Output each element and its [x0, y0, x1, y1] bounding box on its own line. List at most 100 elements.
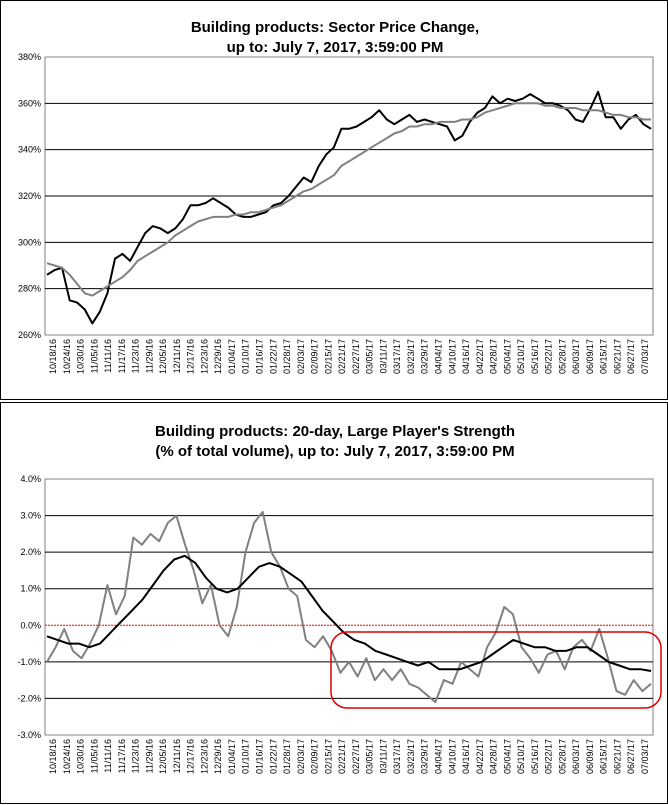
x-tick-label: 05/22/17 [544, 739, 554, 774]
y-tick-label: 300% [18, 237, 41, 247]
x-tick-label: 02/15/17 [323, 339, 333, 374]
x-tick-label: 11/05/16 [89, 339, 99, 373]
x-tick-label: 10/30/16 [76, 339, 86, 374]
y-tick-label: 340% [18, 145, 41, 155]
x-tick-label: 11/29/16 [144, 739, 154, 773]
x-tick-label: 03/23/17 [406, 739, 416, 774]
y-tick-label: 2.0% [20, 547, 41, 557]
series-line-2 [46, 102, 651, 297]
x-tick-label: 10/30/16 [76, 739, 86, 774]
x-tick-label: 03/29/17 [420, 739, 430, 774]
y-tick-label: -3.0% [17, 730, 41, 740]
chart-title: Building products: Sector Price Change, [191, 19, 479, 36]
x-tick-label: 04/28/17 [489, 739, 499, 774]
x-tick-label: 02/15/17 [323, 739, 333, 774]
y-tick-label: 260% [18, 330, 41, 340]
x-tick-label: 03/11/17 [378, 339, 388, 373]
x-tick-label: 04/10/17 [447, 339, 457, 374]
x-tick-label: 05/04/17 [502, 339, 512, 374]
x-tick-label: 11/17/16 [117, 339, 127, 373]
x-tick-label: 01/04/17 [227, 339, 237, 374]
x-tick-label: 06/27/17 [626, 339, 636, 374]
x-tick-label: 03/29/17 [420, 339, 430, 374]
x-tick-label: 04/16/17 [461, 339, 471, 374]
x-tick-label: 05/04/17 [502, 739, 512, 774]
x-tick-label: 06/09/17 [585, 739, 595, 774]
x-tick-label: 07/03/17 [640, 739, 650, 774]
chart-subtitle: (% of total volume), up to: July 7, 2017… [155, 443, 514, 460]
x-tick-label: 04/16/17 [461, 739, 471, 774]
x-tick-label: 01/16/17 [255, 739, 265, 774]
x-tick-label: 04/10/17 [447, 739, 457, 774]
series-line-1 [46, 510, 652, 704]
x-tick-label: 12/23/16 [199, 739, 209, 774]
x-tick-label: 05/22/17 [544, 339, 554, 374]
series-line-1 [46, 90, 652, 325]
series-line-2 [46, 554, 652, 672]
x-tick-label: 02/27/17 [351, 339, 361, 374]
y-tick-label: -2.0% [17, 693, 41, 703]
x-tick-label: 03/23/17 [406, 339, 416, 374]
y-tick-label: 0.0% [20, 620, 41, 630]
x-tick-label: 05/10/17 [516, 339, 526, 374]
x-tick-label: 11/17/16 [117, 739, 127, 773]
x-tick-label: 01/16/17 [255, 339, 265, 374]
x-tick-label: 06/27/17 [626, 739, 636, 774]
x-tick-label: 04/22/17 [475, 339, 485, 374]
x-tick-label: 10/18/16 [48, 339, 58, 374]
x-tick-label: 10/18/16 [48, 739, 58, 774]
x-tick-label: 01/28/17 [282, 739, 292, 774]
x-tick-label: 06/21/17 [613, 339, 623, 374]
x-tick-label: 02/27/17 [351, 739, 361, 774]
x-tick-label: 06/09/17 [585, 339, 595, 374]
chart-panel-strength: Building products: 20-day, Large Player'… [0, 402, 668, 804]
x-tick-label: 12/23/16 [199, 339, 209, 374]
x-tick-label: 12/29/16 [213, 339, 223, 374]
x-tick-label: 04/28/17 [489, 339, 499, 374]
x-tick-label: 04/04/17 [434, 339, 444, 374]
x-tick-label: 12/11/16 [172, 339, 182, 373]
x-tick-label: 01/04/17 [227, 739, 237, 774]
x-tick-label: 10/24/16 [62, 339, 72, 374]
x-tick-label: 06/03/17 [571, 739, 581, 774]
x-tick-label: 11/11/16 [103, 739, 113, 773]
x-tick-label: 03/11/17 [378, 739, 388, 773]
x-tick-label: 07/03/17 [640, 339, 650, 374]
x-tick-label: 06/03/17 [571, 339, 581, 374]
x-tick-label: 05/16/17 [530, 739, 540, 774]
x-tick-label: 12/17/16 [186, 339, 196, 374]
x-tick-label: 05/28/17 [557, 739, 567, 774]
x-tick-label: 03/17/17 [392, 339, 402, 374]
x-tick-label: 03/05/17 [365, 739, 375, 774]
x-tick-label: 03/05/17 [365, 339, 375, 374]
x-tick-label: 04/04/17 [434, 739, 444, 774]
y-tick-label: 280% [18, 284, 41, 294]
price-chart-svg: Building products: Sector Price Change, … [18, 19, 654, 374]
y-tick-label: 360% [18, 98, 41, 108]
x-tick-label: 02/21/17 [337, 739, 347, 774]
x-tick-label: 11/23/16 [131, 339, 141, 373]
x-tick-label: 05/28/17 [557, 339, 567, 374]
strength-chart-svg: Building products: 20-day, Large Player'… [17, 423, 662, 774]
x-tick-label: 05/16/17 [530, 339, 540, 374]
x-tick-label: 11/29/16 [144, 339, 154, 373]
x-tick-label: 01/22/17 [268, 339, 278, 374]
x-tick-label: 12/17/16 [186, 739, 196, 774]
x-tick-label: 06/15/17 [599, 739, 609, 774]
x-tick-label: 01/10/17 [241, 739, 251, 774]
x-tick-label: 06/21/17 [613, 739, 623, 774]
x-tick-label: 10/24/16 [62, 739, 72, 774]
y-tick-label: -1.0% [17, 657, 41, 667]
chart-subtitle: up to: July 7, 2017, 3:59:00 PM [227, 39, 444, 56]
y-tick-label: 4.0% [20, 474, 41, 484]
x-tick-label: 01/10/17 [241, 339, 251, 374]
chart-title: Building products: 20-day, Large Player'… [155, 423, 515, 440]
x-tick-label: 04/22/17 [475, 739, 485, 774]
x-tick-label: 02/09/17 [310, 739, 320, 774]
x-tick-label: 01/28/17 [282, 339, 292, 374]
x-tick-label: 03/17/17 [392, 739, 402, 774]
x-tick-label: 11/05/16 [89, 739, 99, 773]
highlight-box [330, 631, 662, 709]
x-tick-label: 01/22/17 [268, 739, 278, 774]
y-tick-label: 320% [18, 191, 41, 201]
